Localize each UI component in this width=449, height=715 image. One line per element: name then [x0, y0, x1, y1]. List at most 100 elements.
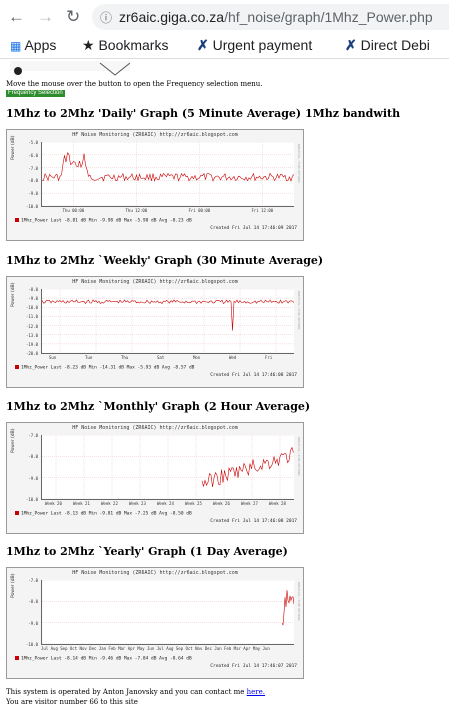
graph-heading-yearly: 1Mhz to 2Mhz `Yearly' Graph (1 Day Avera… — [6, 545, 288, 558]
y-tick: -9.0 — [28, 620, 38, 626]
graph-created: Created Fri Jul 14 17:46:08 2017 — [210, 373, 297, 378]
x-tick: Week 26 — [213, 501, 230, 506]
x-tick: Fri 12:00 — [251, 208, 274, 213]
graph-yearly: HF Noise Monitoring (ZR6AIC) http://zr6a… — [6, 567, 304, 679]
y-tick: -10.0 — [25, 204, 38, 209]
x-tick: Week 22 — [101, 501, 118, 506]
bookmark-bookmarks[interactable]: ★ Bookmarks — [82, 37, 169, 53]
y-tick: -8.0 — [28, 287, 38, 292]
x-tick: Mon — [193, 355, 201, 360]
x-tick: Jul Aug Sep Oct Nov Dec Jan Feb Mar Apr … — [41, 646, 270, 651]
graph-daily: HF Noise Monitoring (ZR6AIC) http://zr6a… — [6, 129, 304, 241]
graph-heading-weekly: 1Mhz to 2Mhz `Weekly' Graph (30 Minute A… — [6, 254, 324, 267]
y-tick: -10.0 — [25, 497, 38, 502]
graph-monthly: HF Noise Monitoring (ZR6AIC) http://zr6a… — [6, 422, 304, 534]
bookmark-direct-debit[interactable]: ✗ Direct Debi — [345, 37, 430, 53]
plot-area — [41, 142, 294, 207]
x-tick: Week 24 — [157, 501, 174, 506]
y-tick: -7.0 — [28, 578, 38, 583]
graph-legend: 1Mhz_Power Last -8.23 dB Min -14.31 dB M… — [15, 365, 194, 371]
series-line — [42, 299, 294, 331]
bookmark-urgent-payment[interactable]: ✗ Urgent payment — [197, 37, 313, 53]
y-tick: -13.0 — [25, 332, 38, 338]
graph-side-text: RRDTOOL / TOBI OETIKER — [297, 144, 301, 183]
y-tick: -8.0 — [28, 454, 38, 460]
y-tick: -8.0 — [28, 178, 38, 184]
graph-title: HF Noise Monitoring (ZR6AIC) http://zr6a… — [72, 425, 238, 431]
star-icon: ★ — [82, 37, 95, 53]
y-tick: -8.0 — [28, 599, 38, 605]
y-tick: -11.0 — [25, 314, 38, 320]
graph-legend: 1Mhz_Power Last -8.13 dB Min -9.81 dB Ma… — [15, 511, 192, 517]
contact-link[interactable]: here. — [246, 688, 266, 696]
y-axis-label: Power (dB) — [11, 573, 16, 599]
bookmarks-bar: ▦ Apps ★ Bookmarks ✗ Urgent payment ✗ Di… — [0, 34, 449, 59]
visitor-count: You are visitor number 66 to this site — [6, 698, 138, 706]
x-tick: Week 21 — [73, 501, 90, 506]
plot-area — [41, 580, 294, 645]
y-tick: -9.0 — [28, 191, 38, 197]
series-chart — [42, 289, 294, 353]
y-tick: -5.0 — [28, 140, 38, 145]
series-line — [42, 152, 294, 182]
y-tick: -6.0 — [28, 152, 38, 158]
graph-title: HF Noise Monitoring (ZR6AIC) http://zr6a… — [72, 279, 238, 285]
y-tick: -12.0 — [25, 323, 38, 329]
freq-menu-hint: Move the mouse over the button to open t… — [6, 80, 263, 88]
y-tick: -20.0 — [25, 351, 38, 356]
y-tick: -10.0 — [25, 305, 38, 311]
omnibox[interactable] — [92, 4, 449, 30]
contact-line: This system is operated by Anton Janovsk… — [6, 688, 266, 696]
y-tick: -7.0 — [28, 433, 38, 438]
info-icon[interactable]: ⓘ — [100, 11, 113, 25]
x-bookmark-icon: ✗ — [197, 37, 209, 53]
x-tick: Tue — [85, 355, 93, 360]
legend-swatch — [15, 656, 19, 660]
x-tick: Week 28 — [269, 501, 286, 506]
plot-area — [41, 289, 294, 354]
x-tick: Thu 12:00 — [125, 208, 148, 213]
graph-heading-monthly: 1Mhz to 2Mhz `Monthly' Graph (2 Hour Ave… — [6, 400, 311, 413]
graph-created: Created Fri Jul 14 17:46:07 2017 — [210, 664, 297, 669]
y-tick: -7.0 — [28, 165, 38, 171]
y-tick: -9.0 — [28, 475, 38, 481]
series-chart — [42, 435, 294, 499]
back-icon[interactable]: ← — [8, 7, 25, 26]
antenna-icon — [14, 67, 22, 75]
graph-created: Created Fri Jul 14 17:46:09 2017 — [210, 226, 297, 231]
x-tick: Thu 00:00 — [62, 208, 85, 213]
forward-icon[interactable]: → — [37, 7, 54, 26]
plot-area — [41, 435, 294, 500]
x-tick: Sat — [157, 355, 165, 360]
address-bar-row: ← → ↻ ⓘ zr6aic.giga.co.za/hf_noise/graph… — [0, 0, 449, 34]
bookmark-apps[interactable]: ▦ Apps — [10, 37, 57, 53]
browser-chrome: ← → ↻ ⓘ zr6aic.giga.co.za/hf_noise/graph… — [0, 0, 449, 60]
reload-icon[interactable]: ↻ — [66, 7, 81, 26]
graph-legend: 1Mhz_Power Last -8.14 dB Min -9.46 dB Ma… — [15, 656, 192, 662]
series-chart — [42, 142, 294, 206]
x-tick: Thu — [121, 355, 129, 360]
frequency-selection-button[interactable]: Frequency Selection — [6, 90, 65, 97]
graph-title: HF Noise Monitoring (ZR6AIC) http://zr6a… — [72, 132, 238, 138]
header-image — [10, 61, 130, 76]
x-tick: Wed — [229, 355, 237, 360]
graph-heading-daily: 1Mhz to 2Mhz 'Daily' Graph (5 Minute Ave… — [6, 107, 401, 120]
series-line — [201, 446, 294, 488]
graph-side-text: RRDTOOL / TOBI OETIKER — [297, 291, 301, 330]
x-tick: Sun — [49, 355, 57, 360]
y-axis-label: Power (dB) — [11, 428, 16, 454]
legend-swatch — [15, 365, 19, 369]
graph-title: HF Noise Monitoring (ZR6AIC) http://zr6a… — [72, 570, 238, 576]
graph-weekly: HF Noise Monitoring (ZR6AIC) http://zr6a… — [6, 276, 304, 388]
x-tick: Week 27 — [241, 501, 258, 506]
x-tick: Fri 00:00 — [188, 208, 211, 213]
x-bookmark-icon: ✗ — [345, 37, 357, 53]
legend-swatch — [15, 511, 19, 515]
graph-side-text: RRDTOOL / TOBI OETIKER — [297, 582, 301, 621]
x-tick: Fri — [265, 355, 273, 360]
y-tick: -9.0 — [28, 296, 38, 302]
graph-legend: 1Mhz_Power Last -8.81 dB Min -9.98 dB Ma… — [15, 218, 192, 224]
graph-created: Created Fri Jul 14 17:46:08 2017 — [210, 519, 297, 524]
url-text[interactable]: zr6aic.giga.co.za/hf_noise/graph/1Mhz_Po… — [119, 9, 433, 25]
series-line — [281, 590, 294, 626]
